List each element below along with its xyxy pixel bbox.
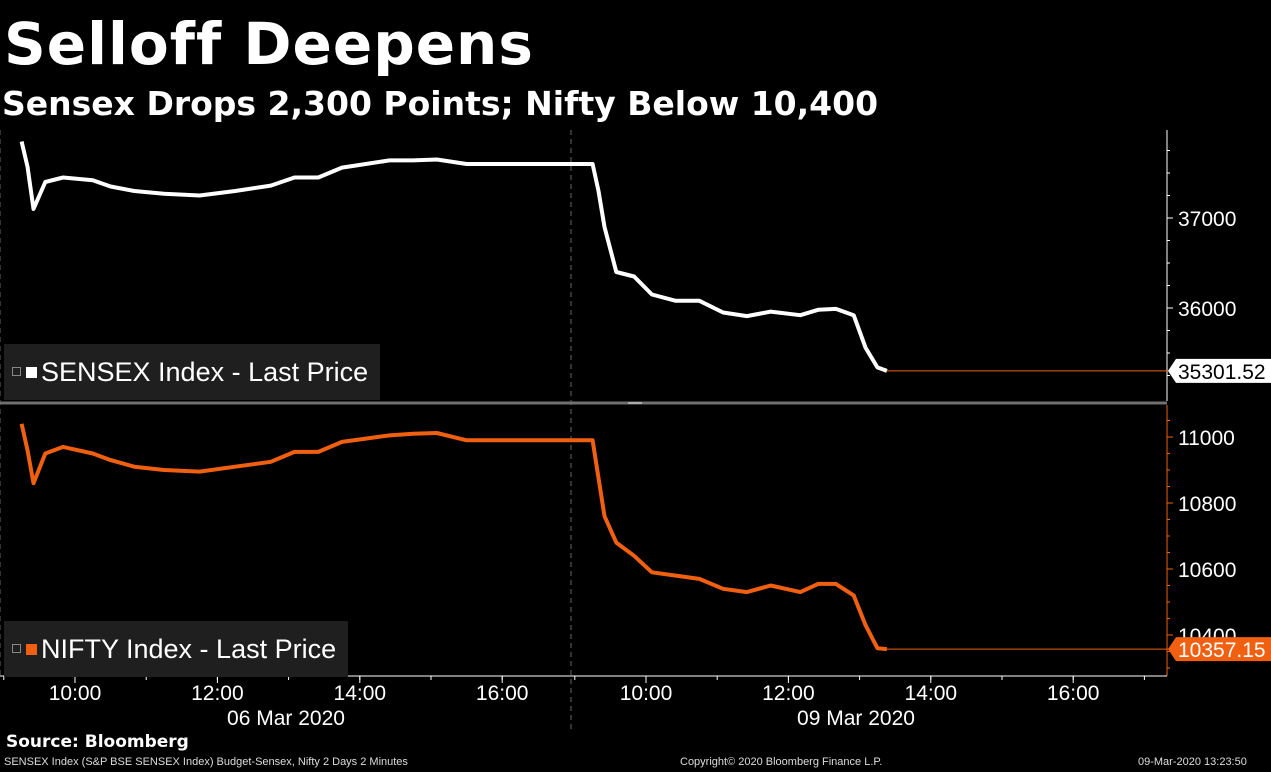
- footer-copyright: Copyright© 2020 Bloomberg Finance L.P.: [680, 756, 883, 768]
- x-tick-label: 10:00: [49, 682, 102, 705]
- nifty-last-price-badge: [1168, 637, 1271, 662]
- y-tick-label: 10800: [1178, 493, 1236, 516]
- x-tick-label: 14:00: [905, 682, 958, 705]
- y-tick-label: 10600: [1178, 559, 1236, 582]
- chart-title: Selloff Deepens: [4, 10, 534, 78]
- nifty-legend-label: NIFTY Index - Last Price: [41, 633, 337, 664]
- sensex-last-price-badge: [1168, 358, 1271, 383]
- date-label: 09 Mar 2020: [797, 707, 915, 730]
- chart-subtitle: Sensex Drops 2,300 Points; Nifty Below 1…: [2, 84, 879, 123]
- y-tick-label: 37000: [1178, 208, 1236, 231]
- last-price-label: 35301.52: [1178, 361, 1266, 384]
- footer-timestamp: 09-Mar-2020 13:23:50: [1138, 756, 1247, 768]
- date-label: 06 Mar 2020: [227, 707, 345, 730]
- x-tick-label: 12:00: [762, 682, 815, 705]
- y-tick-label: 36000: [1178, 298, 1236, 321]
- panel-resize-handle: [628, 402, 642, 404]
- x-tick-label: 12:00: [191, 682, 244, 705]
- x-tick-label: 14:00: [334, 682, 387, 705]
- nifty-legend-swatch: [26, 643, 37, 655]
- x-tick-label: 10:00: [620, 682, 673, 705]
- y-tick-label: 11000: [1178, 427, 1235, 450]
- sensex-legend: SENSEX Index - Last Price: [4, 344, 381, 400]
- sensex-line: [19, 141, 888, 373]
- source-note: Source: Bloomberg: [6, 732, 189, 752]
- sensex-legend-label: SENSEX Index - Last Price: [41, 356, 369, 387]
- nifty-line: [19, 423, 888, 652]
- x-tick-label: 16:00: [476, 682, 529, 705]
- sensex-legend-swatch: [26, 366, 37, 378]
- last-price-label: 10357.15: [1178, 639, 1266, 662]
- x-tick-label: 16:00: [1047, 682, 1100, 705]
- legend-toggle-icon[interactable]: [12, 643, 21, 653]
- nifty-legend: NIFTY Index - Last Price: [4, 621, 349, 677]
- footer-description: SENSEX Index (S&P BSE SENSEX Index) Budg…: [4, 756, 408, 768]
- legend-toggle-icon[interactable]: [12, 366, 21, 376]
